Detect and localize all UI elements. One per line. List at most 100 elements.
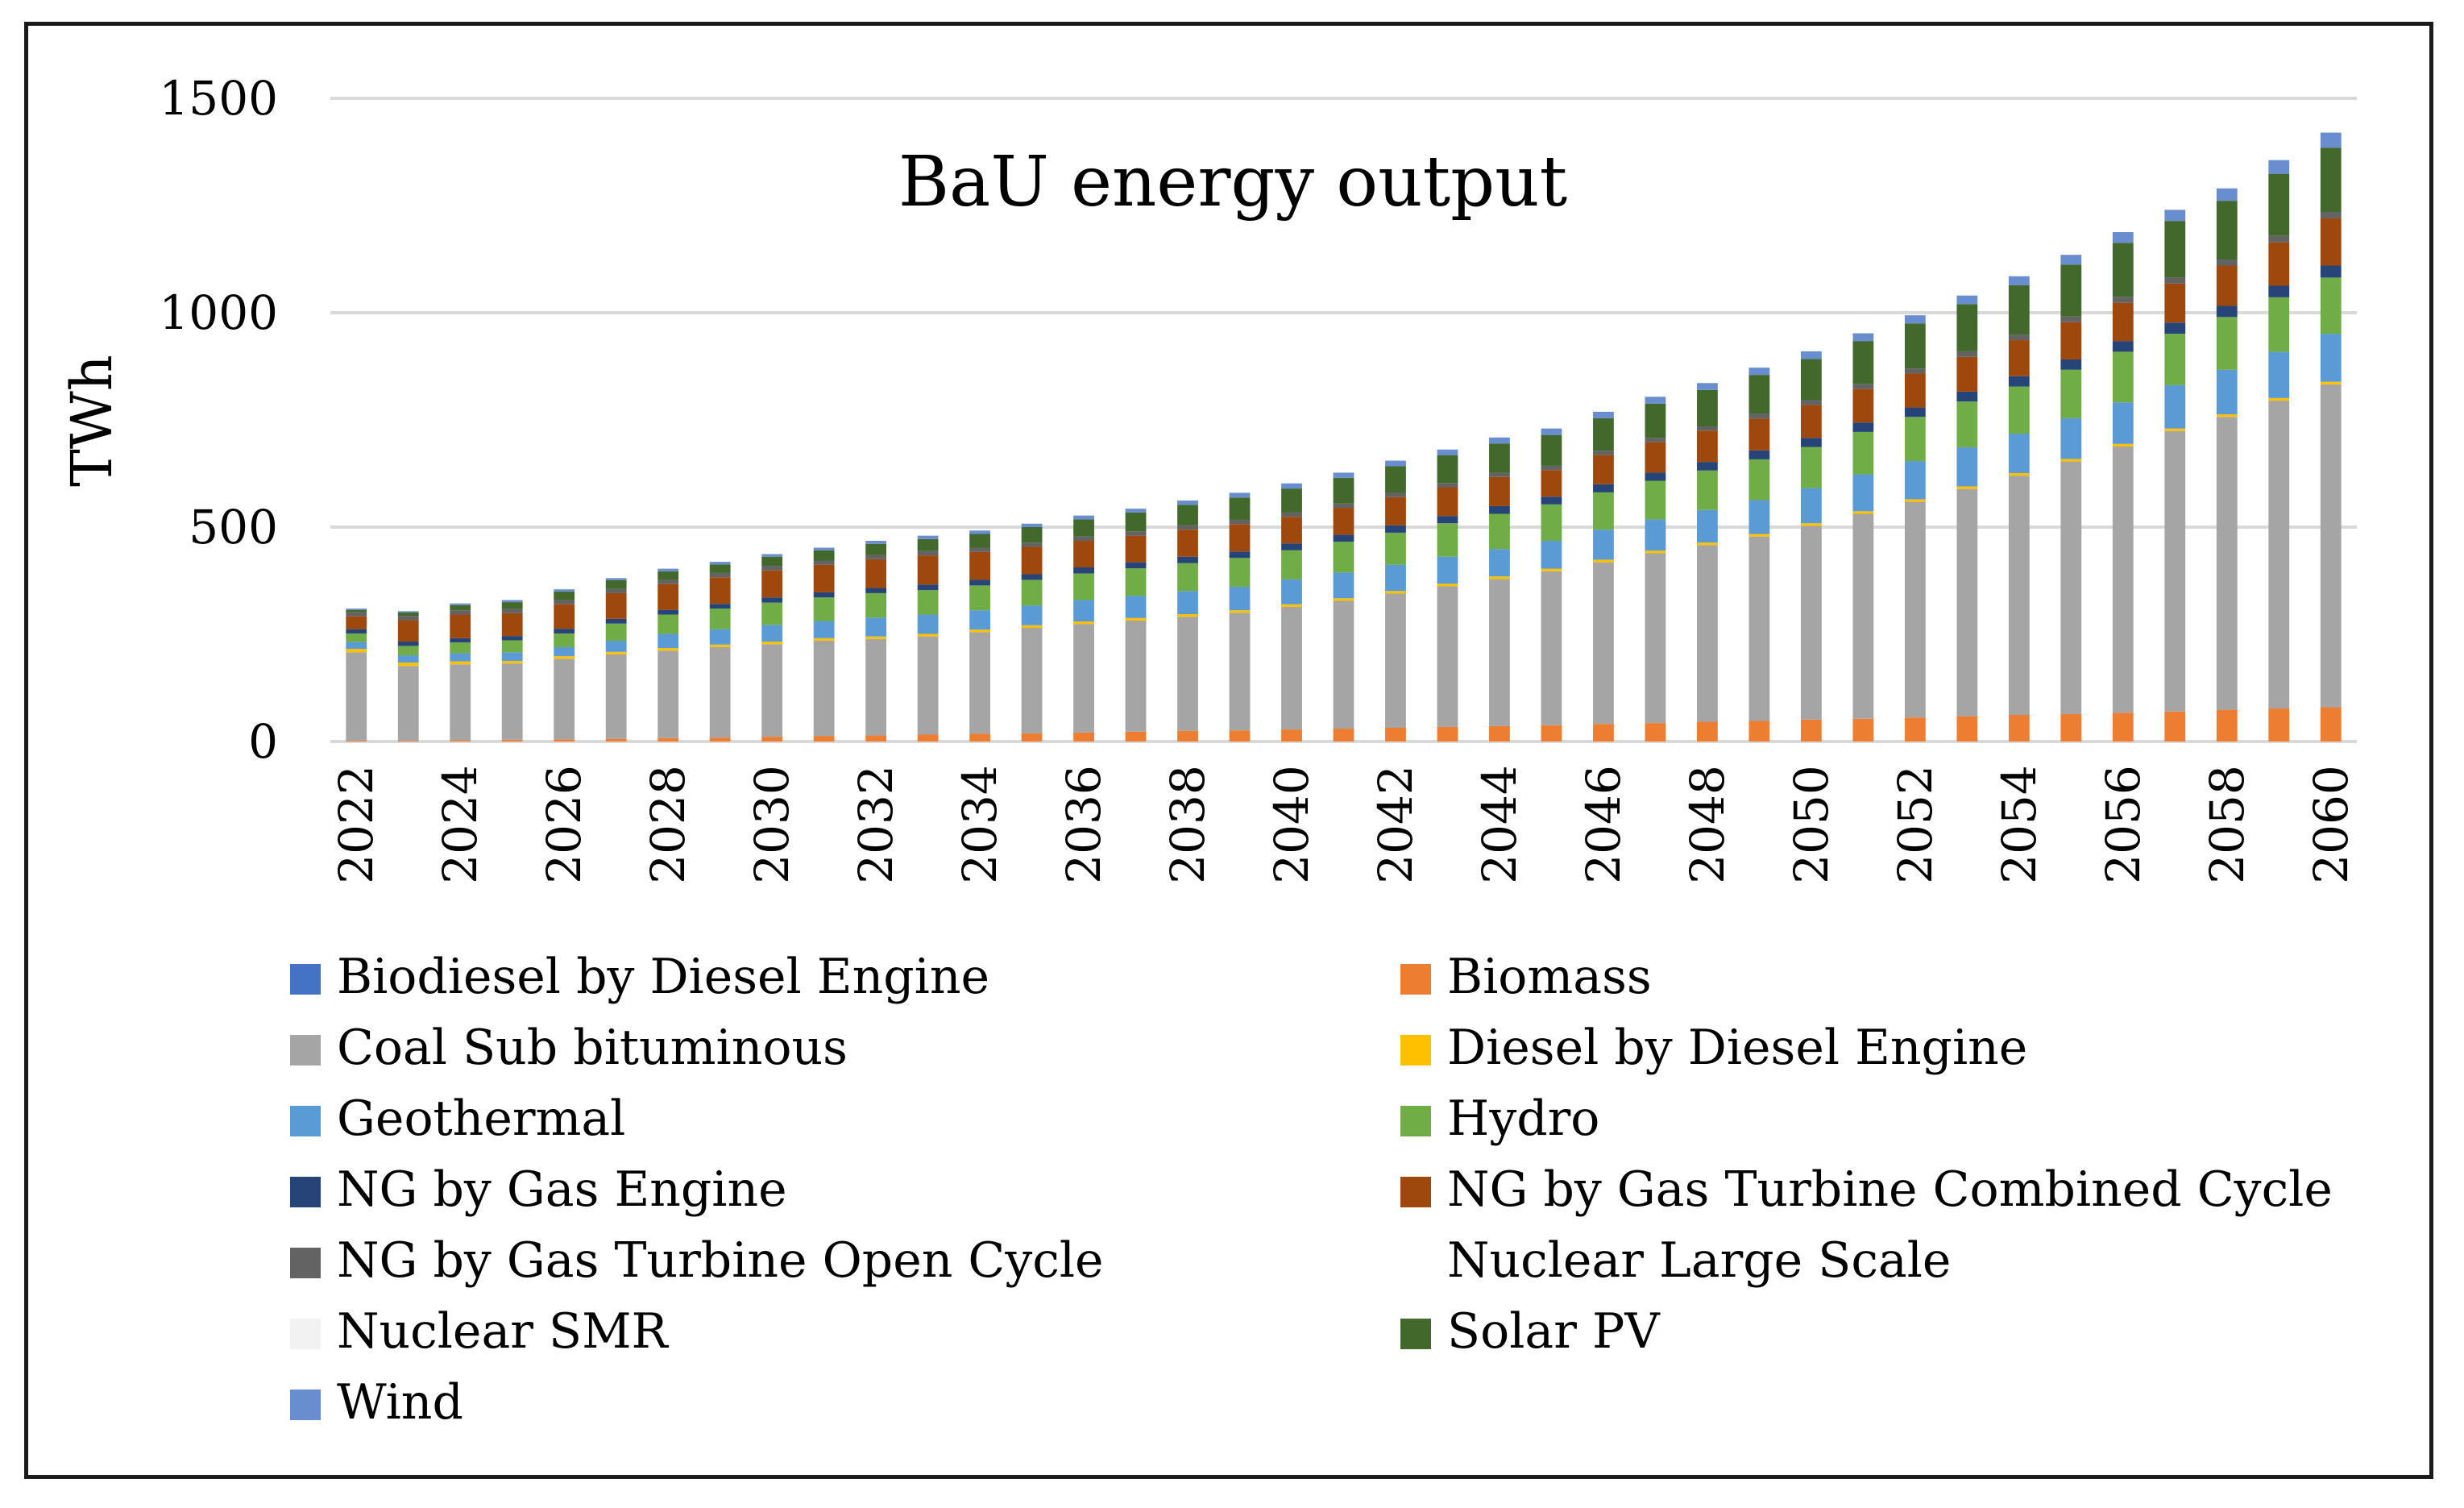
bar-segment xyxy=(397,642,419,646)
bar-segment xyxy=(1593,418,1614,451)
bar-segment xyxy=(1177,525,1198,530)
bar-segment xyxy=(1645,550,1666,554)
bar-segment xyxy=(1333,572,1354,599)
bar-segment xyxy=(709,646,731,738)
bar-segment xyxy=(657,648,679,651)
bar-segment xyxy=(605,592,627,619)
bar-segment xyxy=(1125,531,1147,536)
legend-swatch xyxy=(1400,964,1431,995)
bar-segment xyxy=(2268,708,2290,742)
bar-segment xyxy=(1021,625,1043,629)
chart-frame xyxy=(24,22,2433,1479)
x-tick-label: 2048 xyxy=(1680,765,1735,884)
x-tick-label: 2036 xyxy=(1056,765,1111,884)
bar-segment xyxy=(1229,610,1251,613)
bar-segment xyxy=(501,600,523,603)
bar-segment xyxy=(1800,405,1822,438)
bar-segment xyxy=(1281,606,1302,730)
bar-segment xyxy=(709,629,731,645)
bar-segment xyxy=(1281,512,1302,517)
legend-label: Diesel by Diesel Engine xyxy=(1447,1020,2027,1076)
bar-segment xyxy=(1073,732,1094,742)
bar-segment xyxy=(709,564,731,573)
bar-segment xyxy=(761,644,783,737)
bar-segment xyxy=(1904,501,1926,718)
bar-segment xyxy=(1229,497,1251,520)
bar-segment xyxy=(917,590,939,615)
bar-segment xyxy=(1281,488,1302,513)
bar-segment xyxy=(1021,628,1043,733)
legend-label: NG by Gas Turbine Combined Cycle xyxy=(1447,1161,2333,1218)
bar-segment xyxy=(2216,305,2238,318)
bar-segment xyxy=(1697,509,1718,543)
bar-segment xyxy=(1904,315,1926,324)
bar-segment xyxy=(1021,580,1043,606)
bar-segment xyxy=(813,547,835,550)
bar-segment xyxy=(969,629,990,633)
bar-segment xyxy=(346,609,367,610)
legend-swatch xyxy=(1400,1248,1431,1278)
bar-segment xyxy=(605,588,627,593)
bar-segment xyxy=(657,571,679,580)
bar-segment xyxy=(1904,368,1926,374)
bar-segment xyxy=(761,556,783,567)
bar-segment xyxy=(1852,474,1874,512)
bar-segment xyxy=(657,568,679,571)
bar-segment xyxy=(554,591,575,600)
bar-segment xyxy=(1073,621,1094,625)
bar-segment xyxy=(657,634,679,649)
bar-segment xyxy=(1489,579,1510,726)
bar-segment xyxy=(1021,605,1043,625)
bar-segment xyxy=(1125,620,1147,732)
bar-segment xyxy=(1697,383,1718,390)
bar-segment xyxy=(1229,613,1251,731)
bar-segment xyxy=(709,562,731,565)
bar-segment xyxy=(917,550,939,556)
legend-item: NG by Gas Turbine Combined Cycle xyxy=(1400,1161,2333,1218)
legend-swatch xyxy=(1400,1177,1431,1207)
bar-segment xyxy=(1437,726,1458,742)
legend-label: NG by Gas Engine xyxy=(337,1161,787,1218)
bar-segment xyxy=(2268,397,2290,401)
bar-segment xyxy=(1904,407,1926,418)
bar-segment xyxy=(1541,568,1562,571)
legend-item: Biodiesel by Diesel Engine xyxy=(290,949,989,1005)
bar-segment xyxy=(761,737,783,742)
bar-segment xyxy=(1229,551,1251,559)
chart-title: BaU energy output xyxy=(898,142,1567,222)
bar-segment xyxy=(1437,516,1458,524)
bar-segment xyxy=(1541,470,1562,497)
bar-segment xyxy=(969,551,990,580)
bar-segment xyxy=(969,585,990,611)
bar-segment xyxy=(2320,381,2342,384)
bar-segment xyxy=(1852,341,1874,384)
bar-segment xyxy=(1645,723,1666,742)
legend-label: Wind xyxy=(337,1374,463,1431)
bar-segment xyxy=(1697,389,1718,426)
bar-segment xyxy=(969,733,990,742)
bar-segment xyxy=(1541,504,1562,542)
bar-segment xyxy=(1748,375,1770,414)
bar-segment xyxy=(657,609,679,615)
bar-segment xyxy=(1748,459,1770,501)
bar-segment xyxy=(865,555,887,559)
bar-segment xyxy=(2216,265,2238,306)
bar-segment xyxy=(917,555,939,585)
bar-segment xyxy=(813,560,835,565)
bar-segment xyxy=(813,564,835,592)
x-axis-ticks: 2022 2024 2026 2028 2030 2032 2034 2036 2038 2040… xyxy=(329,765,2358,884)
bar-segment xyxy=(1541,541,1562,569)
bar-segment xyxy=(1073,567,1094,574)
bar-segment xyxy=(1073,519,1094,537)
bar-segment xyxy=(2008,386,2030,434)
legend-swatch xyxy=(290,964,321,995)
bar-segment xyxy=(1385,492,1406,497)
bar-segment xyxy=(501,609,523,613)
bar-segment xyxy=(2320,277,2342,334)
legend: Biodiesel by Diesel Engine Biomass Coal Su… xyxy=(290,949,2333,1431)
bar-segment xyxy=(813,597,835,621)
bar-segment xyxy=(2060,359,2082,370)
bar-segment xyxy=(1229,558,1251,587)
bar-segment xyxy=(2008,715,2030,742)
bar-segment xyxy=(865,617,887,637)
